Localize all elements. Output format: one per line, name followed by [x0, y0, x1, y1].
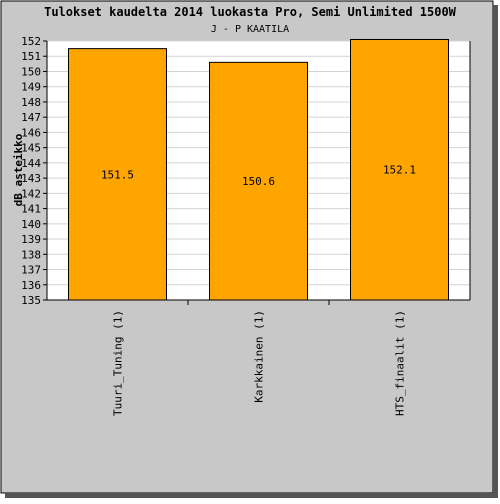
y-tick-label: 141: [21, 203, 41, 216]
chart-title: Tulokset kaudelta 2014 luokasta Pro, Sem…: [44, 5, 457, 19]
y-ticks: 135 136 137 138 139 140 141 142 143 144 145 146 147 1…: [21, 35, 47, 307]
y-tick-label: 152: [21, 35, 41, 48]
y-tick-label: 151: [21, 50, 41, 63]
y-tick-label: 140: [21, 218, 41, 231]
y-tick-label: 143: [21, 172, 41, 185]
y-tick-label: 144: [21, 157, 41, 170]
bar-value-label: 150.6: [242, 175, 275, 188]
y-tick-label: 139: [21, 233, 41, 246]
chart-subtitle: J - P KAATILA: [211, 24, 289, 35]
y-tick-label: 136: [21, 279, 41, 292]
value-labels: 151.5 150.6 152.1: [101, 164, 416, 188]
chart-shadow-bottom: [5, 493, 498, 498]
x-ticks: Tuuri_Tuning (1) Karkkainen (1) HTS_finaal…: [112, 300, 407, 416]
y-tick-label: 149: [21, 81, 41, 94]
y-tick-label: 150: [21, 65, 41, 78]
chart-shadow-right: [493, 5, 498, 498]
y-tick-label: 135: [21, 294, 41, 307]
x-tick-label: Karkkainen (1): [253, 310, 266, 403]
y-tick-label: 146: [21, 126, 41, 139]
bar-value-label: 151.5: [101, 168, 134, 181]
y-tick-label: 142: [21, 187, 41, 200]
y-tick-label: 145: [21, 142, 41, 155]
y-tick-label: 137: [21, 264, 41, 277]
bar: [209, 61, 308, 301]
y-tick-label: 138: [21, 248, 41, 261]
bar-value-label: 152.1: [383, 164, 416, 177]
y-tick-label: 148: [21, 96, 41, 109]
x-tick-label: HTS_finaalit (1): [394, 310, 407, 416]
y-axis-label: dB asteikko: [12, 133, 25, 206]
x-tick-label: Tuuri_Tuning (1): [112, 310, 125, 416]
y-tick-label: 147: [21, 111, 41, 124]
